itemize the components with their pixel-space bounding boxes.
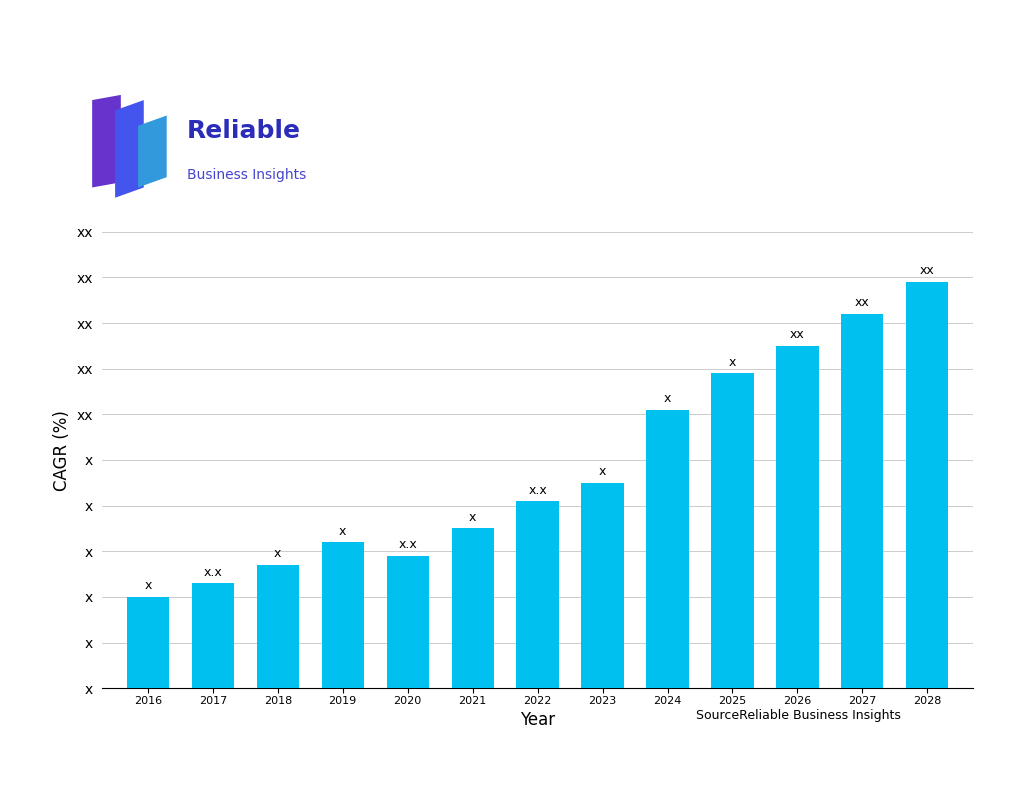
Text: xx: xx: [920, 264, 935, 278]
Bar: [191, 583, 233, 688]
Text: x: x: [599, 465, 606, 479]
X-axis label: Year: Year: [520, 711, 555, 729]
Bar: [387, 556, 429, 688]
Text: x: x: [144, 579, 152, 592]
Text: x: x: [664, 392, 671, 405]
Text: x.x: x.x: [398, 538, 417, 551]
Text: x.x: x.x: [528, 483, 547, 497]
Bar: [127, 597, 169, 688]
Text: Business Insights: Business Insights: [186, 168, 306, 182]
Text: Reliable: Reliable: [186, 119, 301, 143]
Bar: [452, 528, 494, 688]
Bar: [516, 501, 559, 688]
Text: x: x: [339, 524, 346, 538]
Bar: [646, 410, 688, 688]
Bar: [906, 282, 948, 688]
Text: x: x: [274, 547, 282, 560]
Text: SourceReliable Business Insights: SourceReliable Business Insights: [696, 710, 901, 722]
Bar: [776, 346, 818, 688]
Bar: [322, 542, 364, 688]
Text: x: x: [469, 511, 476, 524]
Polygon shape: [92, 95, 121, 187]
Text: xx: xx: [855, 297, 869, 309]
Text: x.x: x.x: [204, 566, 222, 579]
Text: xx: xx: [791, 328, 805, 342]
Bar: [842, 314, 884, 688]
Text: x: x: [729, 356, 736, 369]
Y-axis label: CAGR (%): CAGR (%): [52, 411, 71, 491]
Bar: [257, 565, 299, 688]
Polygon shape: [138, 115, 167, 187]
Bar: [582, 483, 624, 688]
Polygon shape: [115, 100, 143, 198]
Bar: [712, 373, 754, 688]
